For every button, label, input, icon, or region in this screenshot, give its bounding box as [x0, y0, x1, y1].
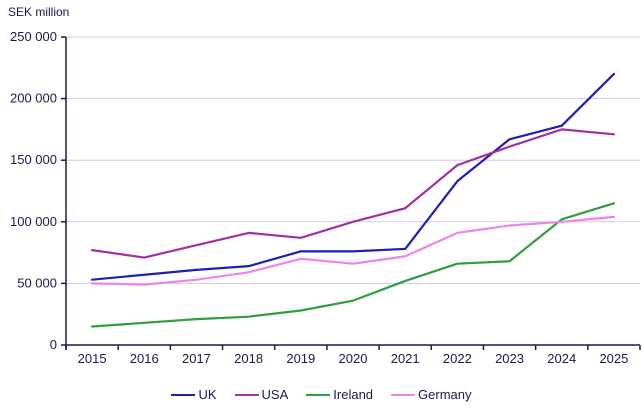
legend-label: Germany — [418, 387, 472, 402]
legend-line-swatch-germany — [391, 393, 416, 396]
series-line-germany — [90, 215, 616, 286]
x-axis-tick-label: 2018 — [234, 351, 263, 366]
legend-line-swatch-ireland — [306, 393, 331, 396]
series-line-uk — [90, 72, 616, 281]
legend-label: UK — [198, 387, 217, 402]
legend-line-swatch-usa — [234, 393, 259, 396]
y-axis-tick-label: 50 000 — [17, 275, 57, 290]
y-axis-tick-label: 0 — [50, 337, 57, 352]
series-line-usa — [90, 128, 616, 259]
legend-label: Ireland — [333, 387, 374, 402]
legend-item-uk: UK — [171, 387, 217, 402]
y-axis-tick-label: 100 000 — [10, 214, 57, 229]
y-axis-tick-label: 150 000 — [10, 152, 57, 167]
x-axis-tick-label: 2017 — [182, 351, 211, 366]
legend-label: USA — [261, 387, 289, 402]
series-line-ireland — [90, 202, 616, 328]
y-axis-tick-label: 200 000 — [10, 91, 57, 106]
x-axis-tick-label: 2022 — [443, 351, 472, 366]
y-axis-unit-label: SEK million — [8, 5, 70, 19]
x-axis-tick-label: 2020 — [339, 351, 368, 366]
legend-line-swatch-uk — [171, 393, 196, 396]
x-axis-tick-label: 2016 — [130, 351, 159, 366]
x-axis-tick-label: 2024 — [547, 351, 576, 366]
x-axis-tick-label: 2019 — [286, 351, 315, 366]
x-axis-tick-label: 2021 — [391, 351, 420, 366]
plot-area: 0 50 000 100 000 150 000 200 000 250 000 2015 2… — [10, 29, 641, 366]
legend-item-germany: Germany — [391, 387, 472, 402]
legend: UK USA Ireland Germany — [0, 387, 643, 402]
x-axis-tick-label: 2023 — [495, 351, 524, 366]
x-axis-tick-label: 2025 — [599, 351, 628, 366]
legend-item-usa: USA — [234, 387, 289, 402]
legend-item-ireland: Ireland — [306, 387, 373, 402]
y-axis-tick-label: 250 000 — [10, 29, 57, 44]
x-axis-tick-label: 2015 — [78, 351, 107, 366]
